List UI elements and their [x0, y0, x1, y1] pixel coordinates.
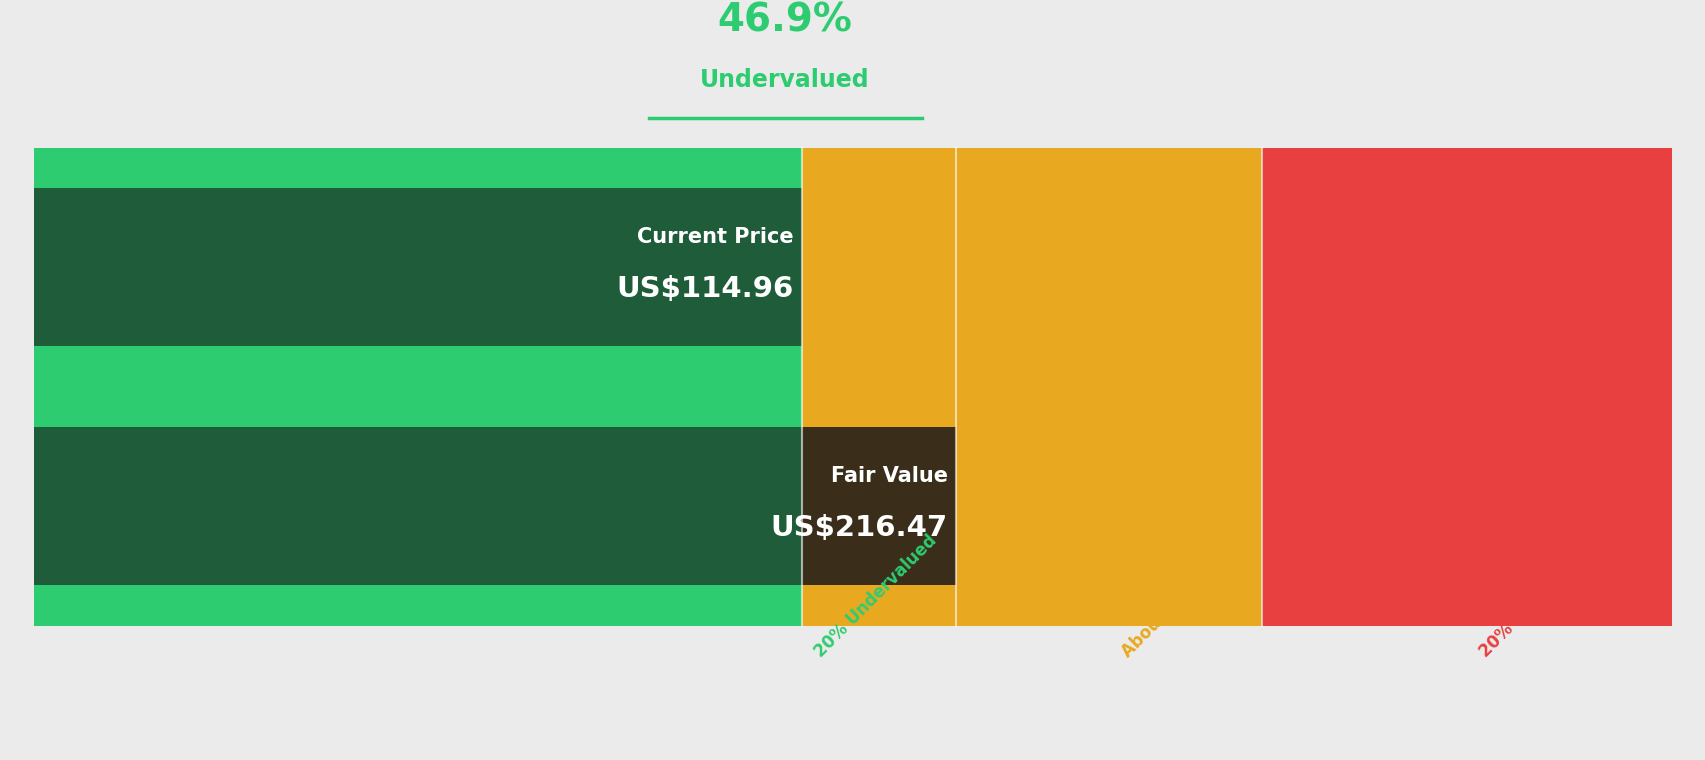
- Text: 46.9%: 46.9%: [718, 2, 852, 40]
- Text: 20% Overvalued: 20% Overvalued: [1475, 540, 1596, 660]
- Bar: [1262, 147, 1671, 625]
- Bar: [801, 147, 955, 625]
- Text: Current Price: Current Price: [636, 227, 793, 247]
- Text: 20% Undervalued: 20% Undervalued: [810, 531, 939, 660]
- Bar: [801, 427, 955, 585]
- Text: Undervalued: Undervalued: [701, 68, 870, 93]
- Bar: [955, 147, 1262, 625]
- Bar: [34, 188, 801, 346]
- Text: US$216.47: US$216.47: [771, 515, 946, 543]
- Bar: [34, 427, 801, 585]
- Text: About Right: About Right: [1117, 569, 1209, 660]
- Text: Fair Value: Fair Value: [830, 466, 946, 486]
- Bar: [34, 147, 801, 625]
- Text: US$114.96: US$114.96: [616, 275, 793, 303]
